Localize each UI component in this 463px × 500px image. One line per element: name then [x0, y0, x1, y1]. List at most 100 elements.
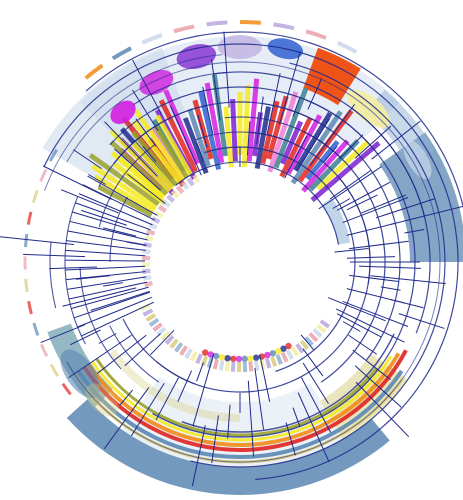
- annotation-tile: [248, 361, 254, 372]
- annotation-blob: [218, 35, 262, 59]
- annotation-tile: [148, 317, 160, 327]
- annotation-tile: [151, 216, 161, 224]
- annotation-blob: [60, 349, 100, 399]
- annotation-tile: [275, 354, 283, 365]
- annotation-blob: [85, 383, 119, 417]
- tree-leaf-branch: [127, 173, 166, 204]
- annotation-bar: [91, 164, 158, 210]
- annotation-bar: [267, 91, 299, 173]
- annotation-dot: [241, 355, 248, 363]
- annotation-dot: [230, 355, 237, 362]
- tree-leaf-branch: [62, 287, 137, 307]
- annotation-tile: [270, 356, 278, 367]
- tree-branch-arc: [224, 116, 342, 159]
- annotation-bar: [182, 117, 209, 175]
- tree-leaf-branch: [65, 249, 146, 257]
- tree-branch-arc: [204, 146, 356, 372]
- annotation-tile: [285, 349, 294, 360]
- annotation-tile: [179, 345, 188, 356]
- tree-leaf-branch: [132, 59, 163, 115]
- tree-leaf-branch: [398, 313, 445, 329]
- tree-leaf-branch: [355, 381, 410, 438]
- outer-dash-segment: [84, 63, 104, 80]
- annotation-bar: [163, 89, 200, 165]
- tree-branch-arc: [262, 103, 316, 122]
- tree-branch-arc: [109, 325, 160, 383]
- annotation-tile: [157, 204, 168, 213]
- tree-leaf-branch: [0, 236, 74, 246]
- tree-leaf-branch: [49, 266, 98, 270]
- annotation-tile: [290, 346, 300, 357]
- tree-leaf-branch: [150, 329, 175, 356]
- tree-leaf-branch: [197, 114, 208, 148]
- tree-leaf-branch: [375, 198, 436, 219]
- tree-leaf-branch: [223, 31, 230, 108]
- tree-leaf-branch: [103, 387, 150, 450]
- tree-leaf-branch: [346, 222, 396, 236]
- outer-dash-segment: [39, 343, 49, 357]
- tree-leaf-branch: [68, 281, 148, 300]
- annotation-strip-ring: [76, 369, 404, 459]
- annotation-dot: [207, 351, 214, 358]
- annotation-tile: [174, 342, 184, 353]
- annotation-dot: [218, 354, 226, 361]
- annotation-bar: [131, 141, 175, 190]
- tree-leaf-branch: [302, 362, 329, 404]
- tree-branch-arc: [305, 99, 379, 155]
- tree-leaf-branch: [342, 300, 409, 327]
- annotation-tile: [175, 184, 185, 195]
- tree-leaf-branch: [329, 169, 372, 200]
- tree-leaf-branch: [60, 189, 119, 214]
- annotation-bar: [88, 153, 161, 206]
- tree-branch-arc: [49, 242, 57, 309]
- tree-leaf-branch: [327, 297, 386, 322]
- outer-dash-segment: [32, 322, 40, 337]
- annotation-tile: [184, 348, 193, 359]
- tree-leaf-branch: [192, 353, 215, 427]
- tree-leaf-branch: [354, 125, 392, 159]
- tree-leaf-branch: [211, 415, 219, 464]
- tree-leaf-branch: [104, 121, 158, 177]
- tree-leaf-branch: [266, 73, 281, 134]
- tree-branch-arc: [190, 62, 446, 468]
- annotation-dot: [202, 349, 209, 356]
- tree-leaf-branch: [130, 383, 165, 437]
- tree-leaf-branch: [65, 265, 146, 271]
- tree-leaf-branch: [97, 334, 147, 374]
- annotation-bar: [223, 106, 234, 168]
- tree-leaf-branch: [332, 198, 351, 209]
- annotation-strip-ring: [95, 357, 378, 437]
- annotation-tile: [161, 199, 171, 208]
- tree-leaf-branch: [103, 227, 137, 237]
- annotation-tile: [212, 358, 219, 370]
- annotation-tile: [142, 248, 151, 255]
- annotation-tile: [154, 210, 164, 219]
- annotation-dot: [247, 355, 254, 362]
- clade-background-sector: [108, 349, 241, 422]
- tree-leaf-branch: [114, 148, 161, 191]
- annotation-tile: [236, 361, 242, 372]
- tree-leaf-branch: [81, 209, 127, 226]
- annotation-strip-ring: [91, 355, 393, 442]
- annotation-tile: [144, 235, 154, 242]
- annotation-bar: [187, 108, 211, 167]
- tree-leaf-branch: [81, 301, 155, 337]
- outer-dash-segment: [61, 382, 72, 396]
- tree-leaf-branch: [71, 286, 149, 309]
- annotation-bar: [301, 139, 350, 193]
- annotation-bar: [254, 106, 271, 170]
- annotation-tile: [224, 361, 230, 372]
- tree-leaf-branch: [380, 286, 401, 291]
- tree-branch-arc: [351, 107, 425, 217]
- tree-leaf-branch: [342, 197, 409, 224]
- outer-dash-segment: [141, 33, 163, 45]
- annotation-tile: [304, 336, 314, 347]
- tree-leaf-branch: [78, 193, 153, 226]
- annotation-tile: [186, 177, 195, 187]
- outer-dash-segment: [31, 189, 39, 204]
- tree-leaf-branch: [346, 256, 395, 259]
- tree-leaf-branch: [132, 89, 159, 131]
- tree-leaf-branch: [346, 288, 406, 304]
- tree-leaf-branch: [77, 296, 152, 328]
- tree-leaf-branch: [98, 333, 117, 344]
